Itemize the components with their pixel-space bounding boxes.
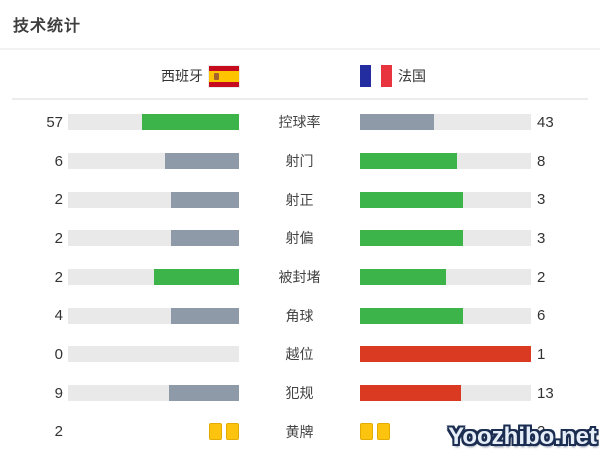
away-team-header: 法国 bbox=[360, 63, 426, 89]
away-value: 1 bbox=[537, 345, 546, 363]
away-value: 6 bbox=[537, 307, 546, 325]
away-team-name: 法国 bbox=[398, 68, 426, 84]
away-bar-fill bbox=[360, 307, 463, 324]
home-value: 2 bbox=[54, 191, 63, 209]
away-value: 8 bbox=[537, 152, 546, 170]
stat-label: 射门 bbox=[285, 153, 314, 170]
teams-header: 西班牙 法国 bbox=[0, 63, 600, 89]
divider bbox=[0, 48, 600, 50]
home-bar-track bbox=[68, 307, 239, 324]
stat-row-offsides: 0 越位 1 bbox=[0, 335, 600, 374]
stat-row-shots-off-target: 2 射偏 3 bbox=[0, 219, 600, 258]
away-value: 2 bbox=[537, 268, 546, 286]
spain-flag-icon bbox=[209, 65, 239, 87]
yellow-card-icon bbox=[360, 423, 373, 441]
home-bar-fill bbox=[170, 191, 239, 208]
home-bar-track bbox=[68, 385, 239, 402]
home-team-header: 西班牙 bbox=[161, 63, 239, 89]
away-value: 3 bbox=[537, 191, 546, 209]
stat-label: 越位 bbox=[285, 346, 314, 363]
away-bar-fill bbox=[360, 114, 434, 131]
away-bar-fill bbox=[360, 230, 463, 247]
away-value: 13 bbox=[537, 384, 554, 402]
home-bar-fill bbox=[168, 385, 239, 402]
away-bar-fill bbox=[360, 269, 446, 286]
home-bar-track bbox=[68, 153, 239, 170]
away-bar-fill bbox=[360, 191, 463, 208]
page-title: 技术统计 bbox=[13, 18, 82, 35]
away-bar-track bbox=[360, 114, 531, 131]
stat-row-possession: 57 控球率 43 bbox=[0, 103, 600, 142]
france-flag-icon bbox=[360, 65, 392, 87]
home-team-name: 西班牙 bbox=[161, 68, 203, 84]
stat-row-fouls: 9 犯规 13 bbox=[0, 374, 600, 413]
away-yellow-cards bbox=[360, 423, 531, 441]
away-bar-track bbox=[360, 153, 531, 170]
home-bar-track bbox=[68, 346, 239, 363]
home-bar-fill bbox=[165, 153, 239, 170]
stat-label: 控球率 bbox=[278, 114, 321, 131]
home-value: 2 bbox=[54, 423, 63, 441]
stat-label: 射偏 bbox=[285, 230, 314, 247]
stat-label: 犯规 bbox=[285, 385, 314, 402]
home-value: 9 bbox=[54, 384, 63, 402]
stat-label: 黄牌 bbox=[285, 423, 314, 440]
home-bar-fill bbox=[141, 114, 239, 131]
stat-row-blocked: 2 被封堵 2 bbox=[0, 258, 600, 297]
home-bar-track bbox=[68, 230, 239, 247]
home-value: 57 bbox=[46, 113, 63, 131]
home-bar-fill bbox=[153, 269, 239, 286]
away-value: 2 bbox=[537, 423, 546, 441]
away-bar-fill bbox=[360, 385, 461, 402]
home-value: 4 bbox=[54, 307, 63, 325]
stat-row-corners: 4 角球 6 bbox=[0, 296, 600, 335]
away-bar-track bbox=[360, 230, 531, 247]
away-bar-fill bbox=[360, 153, 458, 170]
home-bar-track bbox=[68, 114, 239, 131]
stat-label: 射正 bbox=[285, 191, 314, 208]
home-value: 0 bbox=[54, 345, 63, 363]
home-bar-fill bbox=[170, 307, 239, 324]
yellow-card-icon bbox=[226, 423, 239, 441]
stat-row-shots: 6 射门 8 bbox=[0, 142, 600, 181]
stat-label: 被封堵 bbox=[278, 269, 321, 286]
home-bar-track bbox=[68, 269, 239, 286]
spain-flag-emblem bbox=[214, 72, 219, 80]
home-bar-fill bbox=[170, 230, 239, 247]
away-bar-track bbox=[360, 385, 531, 402]
divider bbox=[12, 98, 588, 100]
away-value: 43 bbox=[537, 113, 554, 131]
yellow-card-icon bbox=[209, 423, 222, 441]
home-yellow-cards bbox=[68, 423, 239, 441]
stat-row-yellow-cards: 2 黄牌 2 bbox=[0, 413, 600, 452]
home-value: 2 bbox=[54, 268, 63, 286]
home-value: 2 bbox=[54, 229, 63, 247]
away-bar-track bbox=[360, 269, 531, 286]
away-bar-fill bbox=[360, 346, 531, 363]
away-bar-track bbox=[360, 346, 531, 363]
away-bar-track bbox=[360, 191, 531, 208]
home-value: 6 bbox=[54, 152, 63, 170]
home-bar-track bbox=[68, 191, 239, 208]
away-bar-track bbox=[360, 307, 531, 324]
away-value: 3 bbox=[537, 229, 546, 247]
stat-row-shots-on-target: 2 射正 3 bbox=[0, 180, 600, 219]
yellow-card-icon bbox=[377, 423, 390, 441]
stat-label: 角球 bbox=[285, 307, 314, 324]
stats-rows: 57 控球率 43 6 射门 8 2 射正 3 2 射偏 3 bbox=[0, 103, 600, 451]
watermark: Yoozhibo.net bbox=[448, 423, 597, 450]
